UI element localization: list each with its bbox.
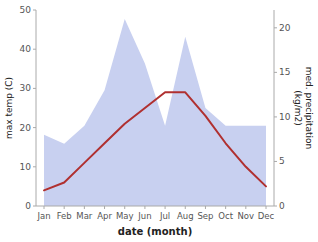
x-tick-label: Jul [159, 211, 170, 221]
y-tick-label: 50 [20, 5, 32, 15]
y-tick-label: 20 [20, 123, 32, 133]
x-tick [225, 206, 226, 209]
x-tick-label: Nov [238, 211, 255, 221]
y2-tick-label: 0 [279, 201, 285, 211]
y2-tick [274, 72, 277, 73]
x-tick [124, 206, 125, 209]
y2-axis-label: med. precipitation(kg/m2) [293, 67, 314, 149]
y-tick-label: 10 [20, 162, 32, 172]
y-tick [33, 206, 36, 207]
x-tick [266, 206, 267, 209]
y-tick [33, 166, 36, 167]
x-tick [205, 206, 206, 209]
y-tick [33, 49, 36, 50]
x-tick [245, 206, 246, 209]
temp-line [44, 92, 266, 190]
x-tick [104, 206, 105, 209]
y2-axis-label-line: (kg/m2) [293, 90, 303, 125]
x-tick-label: Feb [57, 211, 72, 221]
x-tick-label: Dec [258, 211, 275, 221]
x-tick [185, 206, 186, 209]
precip-area [44, 19, 266, 206]
x-tick-label: May [116, 211, 134, 221]
y2-tick [274, 27, 277, 28]
y-tick [33, 10, 36, 11]
y-axis-label: max temp (C) [4, 77, 14, 139]
chart: 0 10 20 30 40 50 0 5 10 15 20 Jan Feb Mar Apr MayJun Jul… [0, 0, 318, 242]
x-tick [144, 206, 145, 209]
y2-tick [274, 161, 277, 162]
x-tick-label: Aug [177, 211, 194, 221]
y-tick [33, 127, 36, 128]
x-tick-label: Jan [36, 211, 50, 221]
bottom-axis [36, 206, 274, 207]
x-axis-label: date (month) [118, 226, 192, 237]
y2-tick [274, 206, 277, 207]
plot-area [44, 19, 266, 206]
x-tick [165, 206, 166, 209]
y2-axis-label-line: med. precipitation [304, 67, 314, 149]
y-tick-label: 0 [25, 201, 31, 211]
right-axis [274, 10, 275, 206]
y2-tick-label: 15 [279, 67, 290, 77]
left-axis [36, 10, 37, 206]
y2-tick-label: 20 [279, 23, 291, 33]
x-tick-label: Oct [218, 211, 233, 221]
y2-tick-label: 10 [279, 112, 291, 122]
x-tick [84, 206, 85, 209]
x-tick-label: Mar [76, 211, 93, 221]
x-tick-label: Apr [97, 211, 112, 221]
y2-tick-label: 5 [279, 156, 285, 166]
y-tick-label: 30 [20, 83, 32, 93]
x-tick [64, 206, 65, 209]
x-tick [44, 206, 45, 209]
y-tick-label: 40 [20, 44, 32, 54]
y-tick [33, 88, 36, 89]
x-tick-label: Jun [137, 211, 151, 221]
x-tick-label: Sep [197, 211, 213, 221]
y2-tick [274, 116, 277, 117]
